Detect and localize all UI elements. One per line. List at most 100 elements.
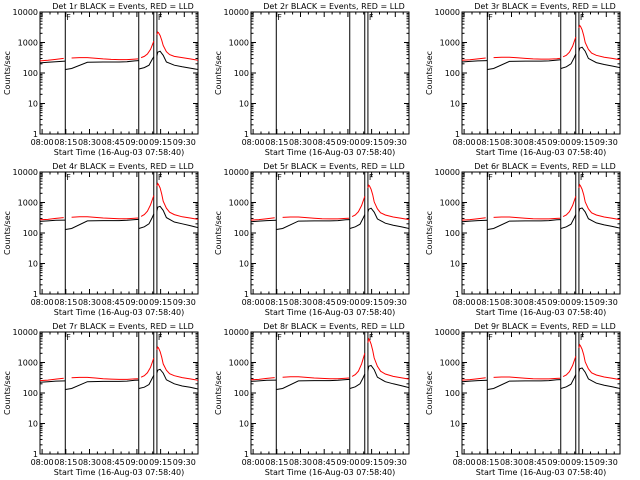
panel-5: Det 5r BLACK = Events, RED = LLD 1 10 100 10… <box>214 162 410 317</box>
x-tick-label: 08:30 <box>500 298 523 307</box>
x-tick-label: 08:15 <box>265 138 288 147</box>
flag-marker-label: F <box>369 333 374 342</box>
x-axis-label: Start Time (16-Aug-03 07:58:40) <box>54 148 185 157</box>
panel-title: Det 4r BLACK = Events, RED = LLD <box>52 162 194 171</box>
y-tick-label: 1000 <box>229 199 249 208</box>
y-tick-label: 100 <box>445 69 460 78</box>
panel-title: Det 1r BLACK = Events, RED = LLD <box>52 2 194 11</box>
lld-series-line <box>156 31 199 61</box>
flag-marker-label: F <box>158 13 163 22</box>
flag-marker-label: F <box>488 173 493 182</box>
panel-title: Det 6r BLACK = Events, RED = LLD <box>474 162 616 171</box>
panel-1: Det 1r BLACK = Events, RED = LLD 1 10 100 10… <box>3 2 199 157</box>
y-tick-label: 10 <box>239 260 249 269</box>
y-tick-label: 1 <box>33 290 38 299</box>
events-series-line <box>39 380 66 383</box>
x-tick-label: 08:45 <box>524 298 547 307</box>
lld-series-line <box>282 216 350 220</box>
events-series-line <box>560 374 577 389</box>
x-tick-label: 08:30 <box>289 138 312 147</box>
x-tick-label: 08:15 <box>265 458 288 467</box>
flag-marker-label: F <box>580 333 585 342</box>
flag-marker-label: F <box>488 333 493 342</box>
flag-marker-label: F <box>277 333 282 342</box>
events-series-line <box>276 219 350 230</box>
x-tick-label: 08:45 <box>524 458 547 467</box>
events-series-line <box>138 375 155 389</box>
y-tick-label: 10000 <box>224 328 249 337</box>
flag-marker-label: F <box>369 173 374 182</box>
events-series-line <box>578 207 621 229</box>
y-tick-label: 100 <box>23 229 38 238</box>
y-tick-label: 1000 <box>18 39 38 48</box>
lld-series-line <box>461 377 486 381</box>
flag-marker-label: F <box>580 173 585 182</box>
x-tick-label: 08:00 <box>31 458 54 467</box>
lld-series-line <box>282 376 350 380</box>
y-axis-label: Counts/sec <box>214 371 223 415</box>
y-tick-label: 1 <box>455 290 460 299</box>
x-tick-label: 09:00 <box>125 138 148 147</box>
y-axis-label: Counts/sec <box>214 211 223 255</box>
y-tick-label: 100 <box>234 229 249 238</box>
y-axis-label: Counts/sec <box>425 51 434 95</box>
y-tick-label: 1 <box>455 130 460 139</box>
y-axis-label: Counts/sec <box>214 51 223 95</box>
lld-series-line <box>367 184 410 221</box>
x-tick-label: 08:00 <box>31 298 54 307</box>
events-series-line <box>487 379 561 390</box>
panel-title: Det 8r BLACK = Events, RED = LLD <box>263 322 405 331</box>
lld-series-line <box>250 217 275 221</box>
y-tick-label: 1 <box>455 450 460 459</box>
y-tick-label: 1000 <box>440 359 460 368</box>
panel-title: Det 3r BLACK = Events, RED = LLD <box>474 2 616 11</box>
lld-series-line <box>461 217 486 221</box>
lld-series-line <box>461 57 486 61</box>
y-tick-label: 10 <box>28 100 38 109</box>
lld-series-line <box>562 196 577 218</box>
events-series-line <box>138 56 155 70</box>
panel-3: Det 3r BLACK = Events, RED = LLD 1 10 100 10… <box>425 2 621 157</box>
x-tick-label: 09:30 <box>173 138 196 147</box>
y-tick-label: 1000 <box>18 359 38 368</box>
y-tick-label: 1000 <box>18 199 38 208</box>
x-tick-label: 08:00 <box>242 458 265 467</box>
lld-series-line <box>578 24 621 61</box>
x-axis-label: Start Time (16-Aug-03 07:58:40) <box>54 308 185 317</box>
panel-7: Det 7r BLACK = Events, RED = LLD 1 10 100 10… <box>3 322 199 477</box>
x-tick-label: 08:45 <box>102 138 125 147</box>
y-tick-label: 100 <box>445 389 460 398</box>
x-tick-label: 09:15 <box>571 458 594 467</box>
lld-series-line <box>71 57 139 61</box>
y-tick-label: 100 <box>23 69 38 78</box>
x-tick-label: 09:15 <box>360 138 383 147</box>
y-axis-label: Counts/sec <box>425 211 434 255</box>
x-tick-label: 09:00 <box>125 458 148 467</box>
x-tick-label: 08:00 <box>242 298 265 307</box>
x-tick-label: 08:30 <box>500 138 523 147</box>
events-series-line <box>349 373 366 389</box>
x-axis-label: Start Time (16-Aug-03 07:58:40) <box>265 468 396 477</box>
x-tick-label: 09:15 <box>360 298 383 307</box>
y-tick-label: 10000 <box>13 328 38 337</box>
y-tick-label: 10000 <box>435 328 460 337</box>
x-tick-label: 08:15 <box>476 298 499 307</box>
y-tick-label: 1000 <box>440 39 460 48</box>
x-tick-label: 08:45 <box>524 138 547 147</box>
x-tick-label: 08:15 <box>476 458 499 467</box>
flag-marker-label: F <box>369 13 374 22</box>
lld-series-line <box>493 56 561 60</box>
lld-series-line <box>71 216 139 220</box>
panel-title: Det 5r BLACK = Events, RED = LLD <box>263 162 405 171</box>
y-tick-label: 1000 <box>229 359 249 368</box>
panel-title: Det 9r BLACK = Events, RED = LLD <box>474 322 616 331</box>
x-tick-label: 09:00 <box>336 298 359 307</box>
panel-9: Det 9r BLACK = Events, RED = LLD 1 10 100 10… <box>425 322 621 477</box>
x-tick-label: 08:30 <box>78 298 101 307</box>
x-tick-label: 08:00 <box>453 458 476 467</box>
x-tick-label: 08:30 <box>289 298 312 307</box>
lld-series-line <box>71 376 139 380</box>
flag-marker-label: F <box>488 13 493 22</box>
x-tick-label: 09:15 <box>571 298 594 307</box>
